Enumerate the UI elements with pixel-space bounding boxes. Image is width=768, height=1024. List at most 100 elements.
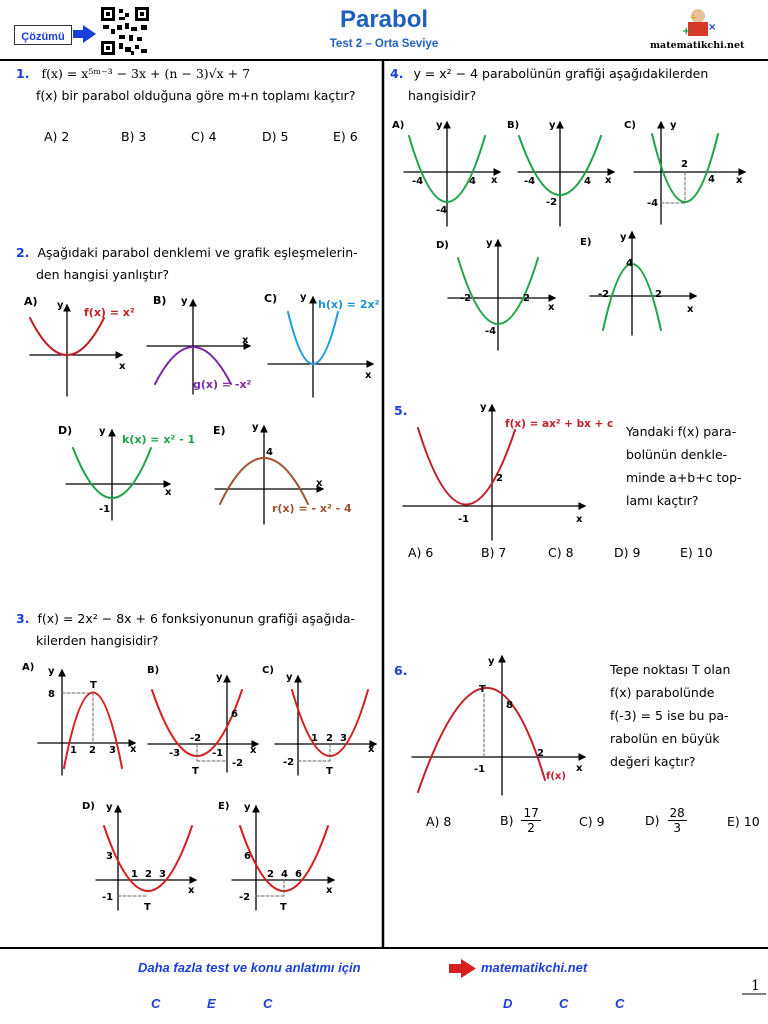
svg-text:-4: -4 [485, 326, 496, 337]
answer-q5: C [559, 996, 569, 1011]
brand-name: matematikchi.net [650, 40, 745, 51]
q2-option-a-label[interactable]: A) [24, 295, 38, 308]
svg-text:2: 2 [681, 159, 688, 170]
svg-text:y: y [181, 296, 188, 307]
q6-graph: y x T 8 2 -1 f(x) [411, 654, 587, 796]
svg-text:6: 6 [244, 851, 251, 862]
svg-text:y: y [549, 120, 556, 131]
svg-text:x: x [242, 335, 249, 346]
svg-text:4: 4 [469, 176, 476, 187]
svg-text:x: x [165, 487, 172, 498]
q5-option-d[interactable]: D) 9 [614, 545, 641, 560]
answer-q6: C [615, 996, 625, 1011]
question-number: 2. [16, 245, 30, 260]
svg-text:2: 2 [523, 293, 530, 304]
question-2: 2. Aşağıdaki parabol denklemi ve grafik … [16, 242, 381, 286]
q2-option-c-label[interactable]: C) [264, 292, 278, 305]
q2-func-d: k(x) = x² - 1 [122, 433, 196, 446]
q6-option-e[interactable]: E) 10 [727, 814, 760, 829]
svg-text:x: x [365, 370, 372, 381]
svg-text:-2: -2 [190, 733, 201, 744]
q1-option-e[interactable]: E) 6 [333, 129, 358, 144]
solution-button[interactable]: Çözümü [14, 25, 72, 45]
svg-text:B): B) [147, 665, 159, 676]
question-text-line2: den hangisi yanlıştır? [36, 267, 169, 282]
q1-option-b[interactable]: B) 3 [121, 129, 147, 144]
q1-option-d[interactable]: D) 5 [262, 129, 289, 144]
q5-option-e[interactable]: E) 10 [680, 545, 713, 560]
q6-option-b[interactable]: B) 17 2 [500, 806, 541, 835]
q6-option-c[interactable]: C) 9 [579, 814, 605, 829]
question-3: 3. f(x) = 2x² − 8x + 6 fonksiyonunun gra… [16, 608, 381, 652]
svg-text:x: x [548, 302, 555, 313]
svg-text:x: x [119, 361, 126, 372]
svg-text:y: y [300, 292, 307, 303]
svg-text:D): D) [436, 240, 449, 251]
svg-text:E): E) [218, 801, 229, 812]
answer-q1: C [151, 996, 161, 1011]
svg-text:-4: -4 [524, 176, 535, 187]
q5-func-label: f(x) = ax² + bx + c [505, 418, 614, 430]
question-1: 1. f(x) = x⁵ᵐ⁻³ − 3x + (n − 3)√x + 7 f(x… [16, 63, 376, 107]
question-number: 3. [16, 611, 30, 626]
svg-text:2: 2 [655, 289, 662, 300]
q4-graph-b: B) y x -4 4 -2 [507, 120, 616, 227]
q2-option-d-label[interactable]: D) [58, 424, 73, 437]
red-arrow-icon [449, 959, 476, 978]
q2-func-c: h(x) = 2x² [318, 298, 380, 311]
question-text-line2: hangisidir? [408, 88, 477, 103]
q5-option-b[interactable]: B) 7 [481, 545, 507, 560]
svg-text:6: 6 [295, 869, 302, 880]
svg-text:4: 4 [584, 176, 591, 187]
svg-text:T: T [479, 684, 486, 695]
svg-text:4: 4 [266, 447, 273, 458]
q1-option-c[interactable]: C) 4 [191, 129, 217, 144]
svg-text:x: x [736, 175, 743, 186]
svg-text:y: y [480, 402, 487, 413]
svg-text:x: x [605, 175, 612, 186]
q6-option-d[interactable]: D) 28 3 [645, 806, 687, 835]
svg-text:x: x [316, 478, 323, 489]
q2-func-b: g(x) = -x² [193, 378, 252, 391]
question-6-number: 6. [394, 663, 408, 678]
q6-option-a[interactable]: A) 8 [426, 814, 452, 829]
svg-text:A): A) [392, 120, 404, 131]
question-formula: f(x) = x⁵ᵐ⁻³ − 3x + (n − 3)√x + 7 [41, 66, 251, 81]
page-title: Parabol [339, 6, 429, 33]
q2-option-b-label[interactable]: B) [153, 294, 167, 307]
question-4: 4. y = x² − 4 parabolünün grafiği aşağıd… [390, 63, 762, 107]
svg-text:x: x [491, 175, 498, 186]
svg-text:-2: -2 [460, 293, 471, 304]
q2-graph-c: yx [267, 292, 375, 398]
svg-text:2: 2 [89, 745, 96, 756]
svg-text:2: 2 [267, 869, 274, 880]
q1-option-a[interactable]: A) 2 [44, 129, 70, 144]
svg-text:T: T [326, 766, 333, 777]
svg-text:-4: -4 [412, 176, 423, 187]
answer-q3: C [263, 996, 273, 1011]
svg-text:y: y [244, 802, 251, 813]
question-5-number: 5. [394, 403, 408, 418]
svg-text:-2: -2 [283, 757, 294, 768]
svg-text:3: 3 [159, 869, 166, 880]
footer-text: Daha fazla test ve konu anlatımı için [138, 960, 361, 975]
arrow-right-icon [73, 25, 96, 43]
q4-graph-c: C) y x 2 4 -4 [624, 120, 747, 225]
footer-site-link[interactable]: matematikchi.net [481, 960, 588, 975]
svg-text:-1: -1 [474, 764, 485, 775]
question-text: f(x) bir parabol olduğuna göre m+n topla… [36, 88, 356, 103]
svg-text:3: 3 [340, 733, 347, 744]
svg-text:x: x [250, 745, 257, 756]
q4-graph-e: E) y x 4 -2 2 [580, 230, 698, 336]
svg-text:x: x [326, 885, 333, 896]
svg-text:-2: -2 [546, 197, 557, 208]
q2-option-e-label[interactable]: E) [213, 424, 226, 437]
svg-text:4: 4 [626, 258, 633, 269]
svg-text:y: y [620, 232, 627, 243]
q4-graph-a: A) y x -4 4 -4 [392, 120, 502, 227]
q5-option-a[interactable]: A) 6 [408, 545, 434, 560]
svg-text:D): D) [82, 801, 95, 812]
q5-option-c[interactable]: C) 8 [548, 545, 574, 560]
